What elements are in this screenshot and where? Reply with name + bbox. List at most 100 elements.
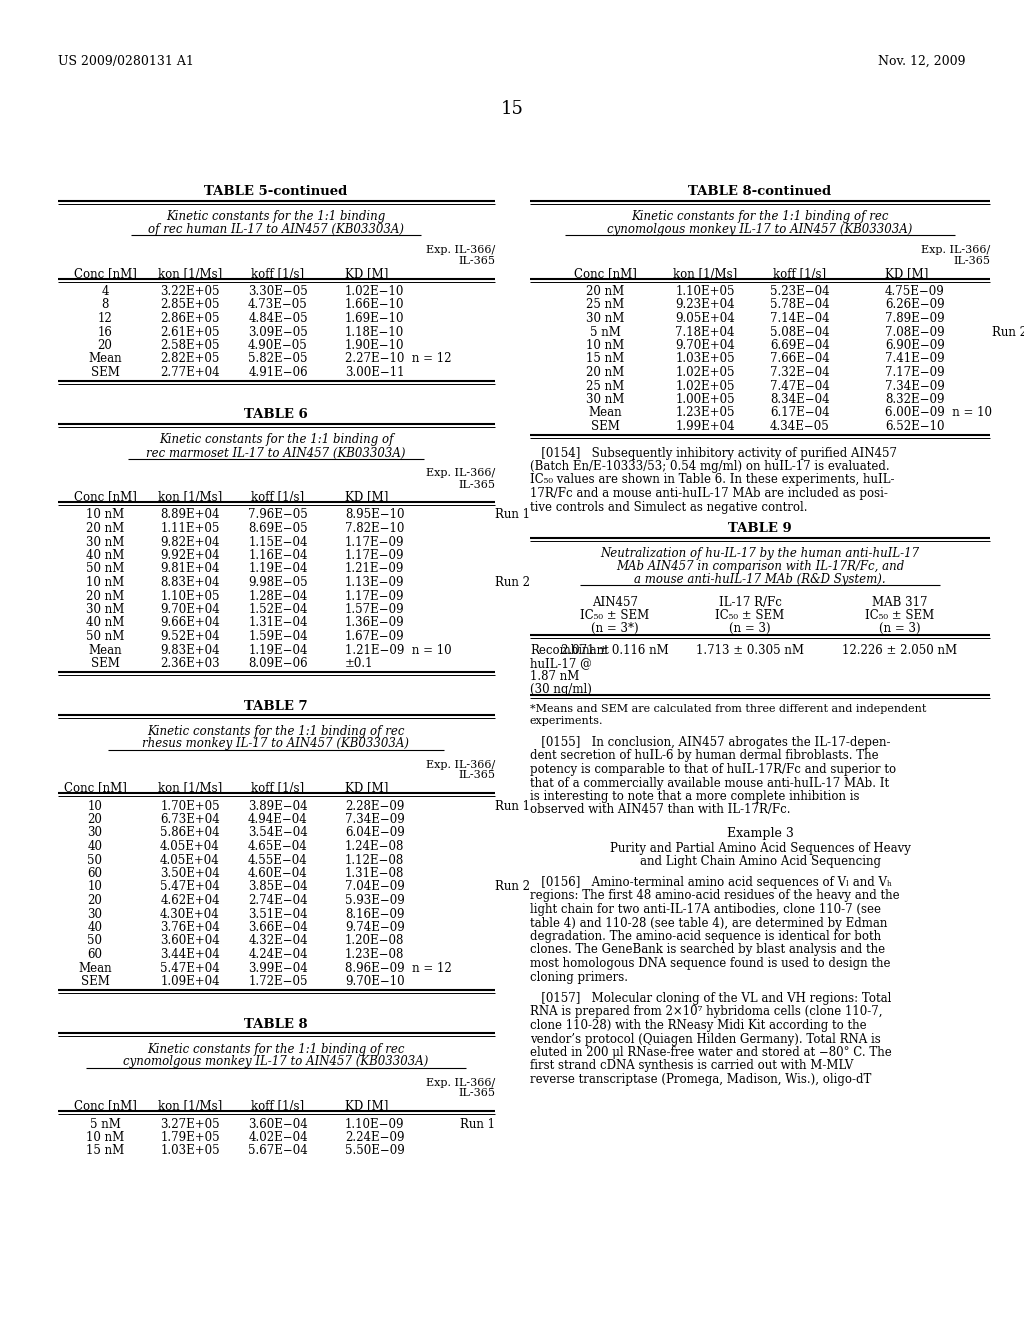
Text: 1.11E+05: 1.11E+05 — [161, 521, 220, 535]
Text: 1.24E−08: 1.24E−08 — [345, 840, 404, 853]
Text: 1.67E−09: 1.67E−09 — [345, 630, 404, 643]
Text: 8.32E−09: 8.32E−09 — [885, 393, 944, 407]
Text: 8.69E−05: 8.69E−05 — [248, 521, 308, 535]
Text: (n = 3): (n = 3) — [729, 622, 771, 635]
Text: 7.32E−04: 7.32E−04 — [770, 366, 829, 379]
Text: cynomolgous monkey IL-17 to AIN457 (KB03303A): cynomolgous monkey IL-17 to AIN457 (KB03… — [123, 1056, 429, 1068]
Text: 30: 30 — [87, 826, 102, 840]
Text: 4.65E−04: 4.65E−04 — [248, 840, 308, 853]
Text: 6.69E−04: 6.69E−04 — [770, 339, 829, 352]
Text: 1.17E−09: 1.17E−09 — [345, 549, 404, 562]
Text: 5.47E+04: 5.47E+04 — [160, 961, 220, 974]
Text: 9.81E+04: 9.81E+04 — [160, 562, 220, 576]
Text: 7.96E−05: 7.96E−05 — [248, 508, 308, 521]
Text: Mean: Mean — [88, 352, 122, 366]
Text: 8.96E−09  n = 12: 8.96E−09 n = 12 — [345, 961, 452, 974]
Text: 50: 50 — [87, 935, 102, 948]
Text: [0156]   Amino-terminal amino acid sequences of Vₗ and Vₕ: [0156] Amino-terminal amino acid sequenc… — [530, 876, 892, 888]
Text: KD [M]: KD [M] — [345, 1100, 388, 1113]
Text: SEM: SEM — [81, 975, 110, 987]
Text: 2.77E+04: 2.77E+04 — [160, 366, 220, 379]
Text: Neutralization of hu-IL-17 by the human anti-huIL-17: Neutralization of hu-IL-17 by the human … — [600, 546, 920, 560]
Text: 1.12E−08: 1.12E−08 — [345, 854, 404, 866]
Text: TABLE 6: TABLE 6 — [244, 408, 308, 421]
Text: Exp. IL-366/: Exp. IL-366/ — [426, 1077, 495, 1088]
Text: (n = 3*): (n = 3*) — [591, 622, 639, 635]
Text: 30: 30 — [87, 908, 102, 920]
Text: 4.60E−04: 4.60E−04 — [248, 867, 308, 880]
Text: 9.66E+04: 9.66E+04 — [160, 616, 220, 630]
Text: 7.17E−09: 7.17E−09 — [885, 366, 944, 379]
Text: 12: 12 — [97, 312, 113, 325]
Text: 7.34E−09: 7.34E−09 — [885, 380, 945, 392]
Text: MAB 317: MAB 317 — [872, 597, 928, 609]
Text: 7.41E−09: 7.41E−09 — [885, 352, 944, 366]
Text: 25 nM: 25 nM — [586, 380, 624, 392]
Text: (30 ng/ml): (30 ng/ml) — [530, 682, 592, 696]
Text: Conc [nM]: Conc [nM] — [573, 267, 637, 280]
Text: 8.09E−06: 8.09E−06 — [248, 657, 308, 671]
Text: Conc [nM]: Conc [nM] — [63, 781, 126, 795]
Text: 1.70E+05: 1.70E+05 — [160, 800, 220, 813]
Text: SEM: SEM — [90, 657, 120, 671]
Text: 4.34E−05: 4.34E−05 — [770, 420, 829, 433]
Text: Mean: Mean — [88, 644, 122, 656]
Text: 2.61E+05: 2.61E+05 — [160, 326, 220, 338]
Text: Exp. IL-366/: Exp. IL-366/ — [921, 246, 990, 255]
Text: 5.86E+04: 5.86E+04 — [160, 826, 220, 840]
Text: 3.27E+05: 3.27E+05 — [160, 1118, 220, 1130]
Text: 1.17E−09: 1.17E−09 — [345, 536, 404, 549]
Text: 8.34E−04: 8.34E−04 — [770, 393, 829, 407]
Text: 30 nM: 30 nM — [86, 536, 124, 549]
Text: 2.86E+05: 2.86E+05 — [160, 312, 220, 325]
Text: Run 2: Run 2 — [495, 880, 530, 894]
Text: 3.85E−04: 3.85E−04 — [248, 880, 308, 894]
Text: koff [1/s]: koff [1/s] — [252, 491, 304, 503]
Text: 2.071 ± 0.116 nM: 2.071 ± 0.116 nM — [561, 644, 669, 657]
Text: 20 nM: 20 nM — [586, 366, 624, 379]
Text: 1.72E−05: 1.72E−05 — [248, 975, 308, 987]
Text: Mean: Mean — [588, 407, 622, 420]
Text: 1.23E−08: 1.23E−08 — [345, 948, 404, 961]
Text: Kinetic constants for the 1:1 binding of: Kinetic constants for the 1:1 binding of — [159, 433, 393, 446]
Text: 2.58E+05: 2.58E+05 — [160, 339, 220, 352]
Text: 7.18E+04: 7.18E+04 — [675, 326, 735, 338]
Text: 4.55E−04: 4.55E−04 — [248, 854, 308, 866]
Text: cynomolgous monkey IL-17 to AIN457 (KB03303A): cynomolgous monkey IL-17 to AIN457 (KB03… — [607, 223, 912, 236]
Text: first strand cDNA synthesis is carried out with M-MLV: first strand cDNA synthesis is carried o… — [530, 1060, 853, 1072]
Text: 40 nM: 40 nM — [86, 549, 124, 562]
Text: 4.90E−05: 4.90E−05 — [248, 339, 308, 352]
Text: 1.16E−04: 1.16E−04 — [248, 549, 308, 562]
Text: 20 nM: 20 nM — [86, 521, 124, 535]
Text: 9.92E+04: 9.92E+04 — [160, 549, 220, 562]
Text: 3.66E−04: 3.66E−04 — [248, 921, 308, 935]
Text: 6.04E−09: 6.04E−09 — [345, 826, 404, 840]
Text: 9.23E+04: 9.23E+04 — [675, 298, 735, 312]
Text: SEM: SEM — [90, 366, 120, 379]
Text: 1.13E−09: 1.13E−09 — [345, 576, 404, 589]
Text: 5 nM: 5 nM — [590, 326, 621, 338]
Text: Run 1: Run 1 — [495, 508, 530, 521]
Text: kon [1/Ms]: kon [1/Ms] — [673, 267, 737, 280]
Text: IL-365: IL-365 — [458, 256, 495, 267]
Text: 20: 20 — [97, 339, 113, 352]
Text: 3.30E−05: 3.30E−05 — [248, 285, 308, 298]
Text: 1.09E+04: 1.09E+04 — [160, 975, 220, 987]
Text: koff [1/s]: koff [1/s] — [252, 1100, 304, 1113]
Text: Mean: Mean — [78, 961, 112, 974]
Text: 7.04E−09: 7.04E−09 — [345, 880, 404, 894]
Text: kon [1/Ms]: kon [1/Ms] — [158, 491, 222, 503]
Text: 3.60E+04: 3.60E+04 — [160, 935, 220, 948]
Text: 1.23E+05: 1.23E+05 — [675, 407, 735, 420]
Text: 20 nM: 20 nM — [86, 590, 124, 602]
Text: Purity and Partial Amino Acid Sequences of Heavy: Purity and Partial Amino Acid Sequences … — [609, 842, 910, 855]
Text: 3.22E+05: 3.22E+05 — [160, 285, 220, 298]
Text: 4.75E−09: 4.75E−09 — [885, 285, 945, 298]
Text: 2.82E+05: 2.82E+05 — [161, 352, 220, 366]
Text: 1.10E+05: 1.10E+05 — [160, 590, 220, 602]
Text: 1.10E−09: 1.10E−09 — [345, 1118, 404, 1130]
Text: 20: 20 — [88, 813, 102, 826]
Text: 10: 10 — [88, 800, 102, 813]
Text: kon [1/Ms]: kon [1/Ms] — [158, 1100, 222, 1113]
Text: MAb AIN457 in comparison with IL-17R/Fc, and: MAb AIN457 in comparison with IL-17R/Fc,… — [615, 560, 904, 573]
